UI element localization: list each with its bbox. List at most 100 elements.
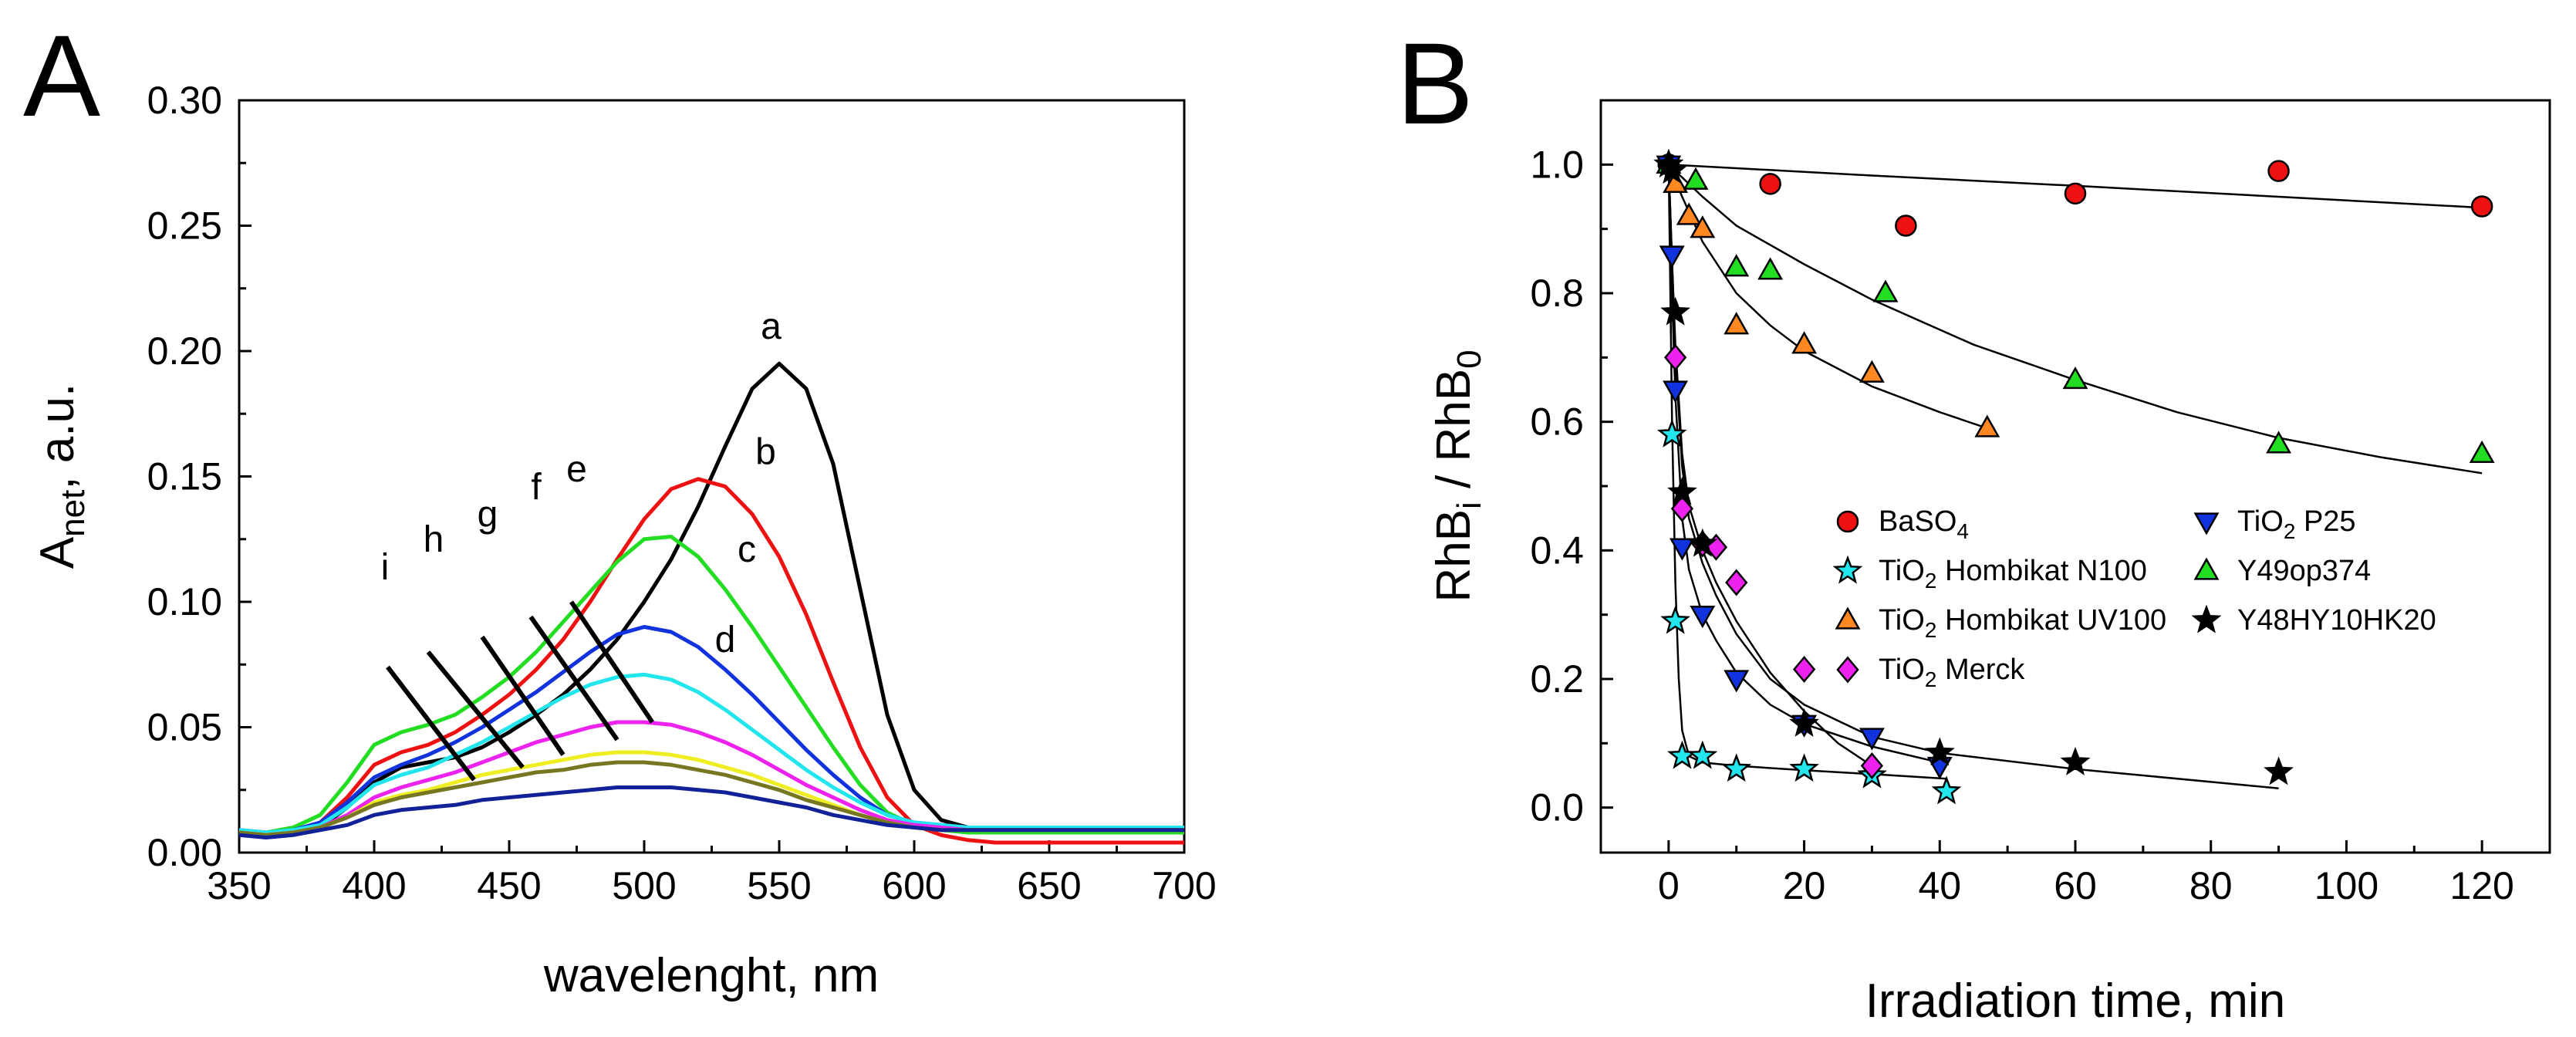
panel-b-point-y48hy10hk20 xyxy=(1660,296,1691,326)
panel-b-xtick-label: 120 xyxy=(2449,864,2514,907)
panel-b-point-baso4 xyxy=(1759,173,1781,195)
legend-label-main: BaSO xyxy=(1879,505,1956,538)
panel-b-xlabel: Irradiation time, min xyxy=(1865,975,2285,1028)
panel-a-xtick-label: 400 xyxy=(342,864,406,907)
panel-b-point-tio2-p25 xyxy=(1659,245,1685,269)
panel-a-xtick-label: 500 xyxy=(612,864,676,907)
panel-b-point-tio2-hombikat-uv100 xyxy=(1676,202,1702,225)
legend-label-main: Y49op374 xyxy=(2237,555,2371,587)
panel-a-series-i xyxy=(238,785,1184,839)
legend-label-sub: 2 xyxy=(1925,569,1937,593)
panel-b-point-tio2-p25 xyxy=(1724,670,1750,693)
panel-a-ylabel-rest: , a.u. xyxy=(31,383,84,490)
panel-b-point-baso4 xyxy=(1895,214,1917,237)
panel-b-point-baso4 xyxy=(2470,195,2493,218)
panel-a-leader-lines xyxy=(386,600,654,782)
panel-a-ytick-label: 0.30 xyxy=(147,79,222,122)
panel-a-chart: 350 400 450 500 550 600 650 700 0.00 0.05 0.10 0.15… xyxy=(31,79,1217,1002)
panel-a-ylabel-main: A xyxy=(31,536,84,569)
panel-b-point-tio2-hombikat-n100 xyxy=(1721,753,1752,782)
panel-a-series-c xyxy=(238,535,1184,835)
legend-label-sub: 4 xyxy=(1956,519,1969,543)
panel-b-xtick-label: 20 xyxy=(1783,864,1826,907)
panel-b-point-tio2-hombikat-n100 xyxy=(1656,418,1687,448)
panel-b-point-tio2-merck xyxy=(1860,752,1884,780)
panel-b-point-y49op374 xyxy=(1724,254,1750,277)
panel-b-point-y48hy10hk20 xyxy=(1924,737,1955,766)
panel-b-ytick-label: 0.6 xyxy=(1530,400,1584,444)
panel-a-leader-line xyxy=(426,650,525,769)
legend-label-y48hy10hk20: Y48HY10HK20 xyxy=(2237,604,2436,637)
panel-b-ylabel-sub1: i xyxy=(1450,502,1488,509)
legend-label-main: TiO xyxy=(1879,604,1925,637)
panel-b-ylabel: RhBi / RhB0 xyxy=(1427,350,1488,602)
panel-b-ytick-label: 0.2 xyxy=(1530,657,1584,701)
panel-b-point-tio2-hombikat-uv100 xyxy=(1859,360,1885,383)
legend-label-sub: 2 xyxy=(1925,618,1937,642)
panel-a-xtick-label: 450 xyxy=(477,864,541,907)
panel-b-xtick-label: 0 xyxy=(1658,864,1680,907)
panel-a-xtick-label: 350 xyxy=(207,864,271,907)
panel-a-ytick-label: 0.25 xyxy=(147,204,222,248)
panel-a-curve-label-b: b xyxy=(755,431,776,472)
legend-label-sub: 2 xyxy=(1925,667,1937,691)
legend-label-tio2-p25: TiO2 P25 xyxy=(2237,505,2356,543)
panel-b-point-tio2-merck xyxy=(1670,495,1694,522)
panel-b-point-tio2-p25 xyxy=(1690,606,1716,629)
panel-b-ylabel-part1: RhB xyxy=(1427,509,1480,603)
panel-b-point-tio2-hombikat-n100 xyxy=(1687,740,1718,769)
panel-b-fit-tio2-p25 xyxy=(1667,164,1940,764)
panel-b-fit-tio2-hombikat-n100 xyxy=(1667,164,1947,780)
legend-label-main: TiO xyxy=(1879,555,1925,587)
panel-b-point-y48hy10hk20 xyxy=(1789,708,1819,737)
legend-label-rest: P25 xyxy=(2295,505,2355,538)
panel-b-fit-lines xyxy=(1667,164,2483,789)
panel-a-series-b xyxy=(238,477,1184,845)
panel-a-leader-line xyxy=(480,635,566,756)
panel-b-point-tio2-hombikat-n100 xyxy=(1660,605,1691,634)
panel-b-xtick-label: 40 xyxy=(1918,864,1961,907)
panel-b-fit-y49op374 xyxy=(1668,164,2483,475)
panel-a-curve-label-g: g xyxy=(478,495,498,535)
panel-b-point-tio2-hombikat-uv100 xyxy=(1690,215,1716,238)
panel-b-point-tio2-merck xyxy=(1663,343,1687,371)
legend-marker-tio2-merck xyxy=(1836,656,1859,684)
panel-b-point-tio2-hombikat-uv100 xyxy=(1791,331,1818,354)
panel-b-ytick-label: 0.0 xyxy=(1530,786,1584,829)
panel-b-point-y48hy10hk20 xyxy=(1656,155,1687,184)
panel-b-point-y49op374 xyxy=(2469,440,2495,463)
panel-b-point-tio2-merck xyxy=(1792,655,1816,684)
legend-label-rest: Hombikat UV100 xyxy=(1936,604,2166,637)
panel-a-leader-line xyxy=(528,615,620,741)
panel-a-xtick-label: 550 xyxy=(747,864,811,907)
panel-b-points xyxy=(1653,148,2495,805)
panel-b-point-tio2-p25 xyxy=(1669,538,1695,561)
panel-b-point-tio2-p25 xyxy=(1663,380,1689,404)
panel-a-ytick-label: 0.05 xyxy=(147,706,222,749)
panel-a-ylabel: Anet, a.u. xyxy=(31,383,92,569)
panel-b-ytick-label: 1.0 xyxy=(1530,143,1584,186)
panel-b-point-y48hy10hk20 xyxy=(2060,746,2091,775)
panel-a-xtick-label: 600 xyxy=(882,864,946,907)
panel-b-frame xyxy=(1599,99,2551,854)
panel-a-ticks: 350 400 450 500 550 600 650 700 0.00 0.05 0.10 0.15… xyxy=(147,79,1217,907)
panel-a-curve-label-c: c xyxy=(738,529,756,570)
panel-a-ytick-label: 0.20 xyxy=(147,329,222,373)
panel-a-xtick-label: 700 xyxy=(1152,864,1216,907)
panel-b-point-y48hy10hk20 xyxy=(2264,756,2294,785)
panel-b-point-tio2-hombikat-n100 xyxy=(1667,740,1697,769)
legend-label-y49op374: Y49op374 xyxy=(2237,555,2371,587)
panel-a-curve-label-h: h xyxy=(424,519,444,560)
panel-b-ticks: 0 20 40 60 80 100 120 0.0 0.2 0.4 0.6 0.8 1.0 xyxy=(1530,143,2551,907)
panel-b-point-y49op374 xyxy=(2266,431,2292,454)
legend-label-sub: 2 xyxy=(2284,519,2296,543)
panel-a-ytick-label: 0.15 xyxy=(147,455,222,498)
legend-marker-y49op374 xyxy=(2193,557,2220,580)
legend-marker-baso4 xyxy=(1836,510,1859,533)
legend-label-main: TiO xyxy=(2237,505,2284,538)
panel-b-point-y49op374 xyxy=(1757,257,1784,280)
panel-a-curve-label-f: f xyxy=(531,467,542,508)
legend-label-main: TiO xyxy=(1879,654,1925,686)
